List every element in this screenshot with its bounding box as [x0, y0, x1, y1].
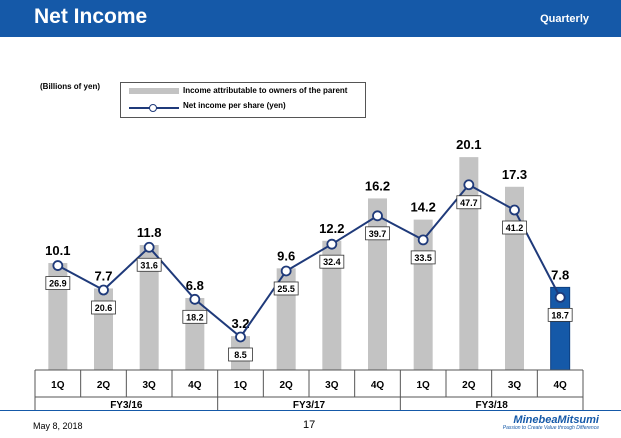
net-income-chart: 10.1 7.7 11.8 6.8 3.2 9.6 12.2 16.2 14.2 20.1 17.3… [34, 137, 584, 410]
bar-value-label-0: 10.1 [45, 243, 70, 258]
x-tick-label-0: 1Q [51, 380, 65, 391]
bar-value-label-11: 7.8 [551, 267, 569, 282]
unit-label: (Billions of yen) [40, 82, 100, 91]
footer-divider [0, 410, 621, 411]
page-subtitle: Quarterly [540, 13, 589, 25]
legend-line-label: Net income per share (yen) [183, 101, 286, 110]
company-logo: MinebeaMitsumi Passion to Create Value t… [503, 414, 599, 431]
line-value-label-3: 18.2 [186, 312, 204, 322]
x-tick-label-11: 4Q [553, 380, 567, 391]
line-value-box-9 [456, 195, 482, 210]
bar-2 [139, 245, 159, 370]
line-value-box-7 [365, 226, 390, 241]
x-tick-label-1: 2Q [97, 380, 111, 391]
line-value-label-7: 39.7 [369, 229, 387, 239]
line-value-label-6: 32.4 [323, 257, 341, 267]
line-value-box-4 [228, 347, 253, 362]
x-tick-label-4: 1Q [234, 380, 248, 391]
line-point-5 [280, 265, 292, 277]
line-value-label-9: 47.7 [460, 198, 478, 208]
x-tick-label-3: 4Q [188, 380, 202, 391]
line-value-box-1 [91, 300, 116, 315]
logo-name: MinebeaMitsumi [513, 414, 599, 426]
header-bar: Net Income Quarterly [0, 0, 621, 37]
x-tick-label-10: 3Q [508, 380, 522, 391]
x-tick-label-8: 1Q [416, 380, 430, 391]
line-value-label-4: 8.5 [234, 350, 247, 360]
bar-6 [322, 240, 342, 370]
bar-7 [368, 198, 387, 370]
line-value-label-8: 33.5 [414, 253, 432, 263]
bar-3 [185, 297, 205, 370]
bar-value-label-8: 14.2 [411, 200, 436, 215]
line-point-3 [189, 293, 201, 305]
x-tick-label-7: 4Q [371, 380, 385, 391]
bar-value-label-4: 3.2 [231, 316, 249, 331]
bar-value-label-10: 17.3 [502, 167, 527, 182]
legend-bar-label: Income attributable to owners of the par… [183, 86, 348, 95]
line-value-box-5 [273, 281, 299, 296]
chart-legend: Income attributable to owners of the par… [120, 82, 366, 118]
x-tick-label-6: 3Q [325, 380, 339, 391]
line-value-label-0: 26.9 [49, 279, 67, 289]
line-point-11 [554, 291, 566, 303]
line-point-7 [372, 210, 383, 222]
line-value-label-2: 31.6 [140, 260, 158, 270]
line-value-label-11: 18.7 [551, 310, 569, 320]
line-value-label-5: 25.5 [277, 284, 295, 294]
line-value-label-1: 20.6 [95, 303, 113, 313]
legend-line-marker [149, 104, 157, 112]
line-value-box-6 [319, 254, 345, 269]
bar-9 [459, 157, 479, 370]
line-point-2 [143, 241, 155, 253]
line-point-4 [235, 331, 246, 343]
bar-value-label-7: 16.2 [365, 178, 390, 193]
footer-date: May 8, 2018 [33, 421, 83, 431]
group-label-2: FY3/18 [476, 400, 509, 410]
line-point-1 [98, 284, 109, 296]
bar-value-label-5: 9.6 [277, 248, 295, 263]
line-value-box-8 [410, 250, 436, 265]
page-number: 17 [303, 419, 316, 431]
line-value-label-10: 41.2 [506, 223, 524, 233]
x-tick-label-2: 3Q [142, 380, 156, 391]
line-value-box-0 [45, 276, 71, 290]
line-value-box-3 [182, 309, 208, 324]
line-value-box-11 [547, 307, 573, 322]
bar-value-label-9: 20.1 [456, 137, 481, 152]
bar-value-label-3: 6.8 [186, 278, 204, 293]
logo-tagline: Passion to Create Value through Differen… [502, 425, 599, 431]
group-label-0: FY3/16 [110, 400, 143, 410]
page-title: Net Income [34, 5, 148, 28]
line-series-path [57, 183, 562, 339]
bar-value-label-1: 7.7 [94, 268, 112, 283]
group-label-1: FY3/17 [293, 400, 326, 410]
line-point-0 [52, 260, 64, 271]
x-tick-label-9: 2Q [462, 380, 476, 391]
line-point-8 [417, 234, 429, 246]
bar-value-label-6: 12.2 [319, 221, 344, 236]
line-point-10 [509, 204, 520, 216]
bar-value-label-2: 11.8 [137, 225, 162, 240]
x-tick-label-5: 2Q [279, 380, 293, 391]
line-value-box-10 [502, 220, 527, 235]
line-value-box-2 [136, 257, 162, 272]
line-point-6 [326, 238, 338, 250]
line-point-9 [463, 179, 475, 191]
legend-bar-swatch [129, 88, 179, 94]
